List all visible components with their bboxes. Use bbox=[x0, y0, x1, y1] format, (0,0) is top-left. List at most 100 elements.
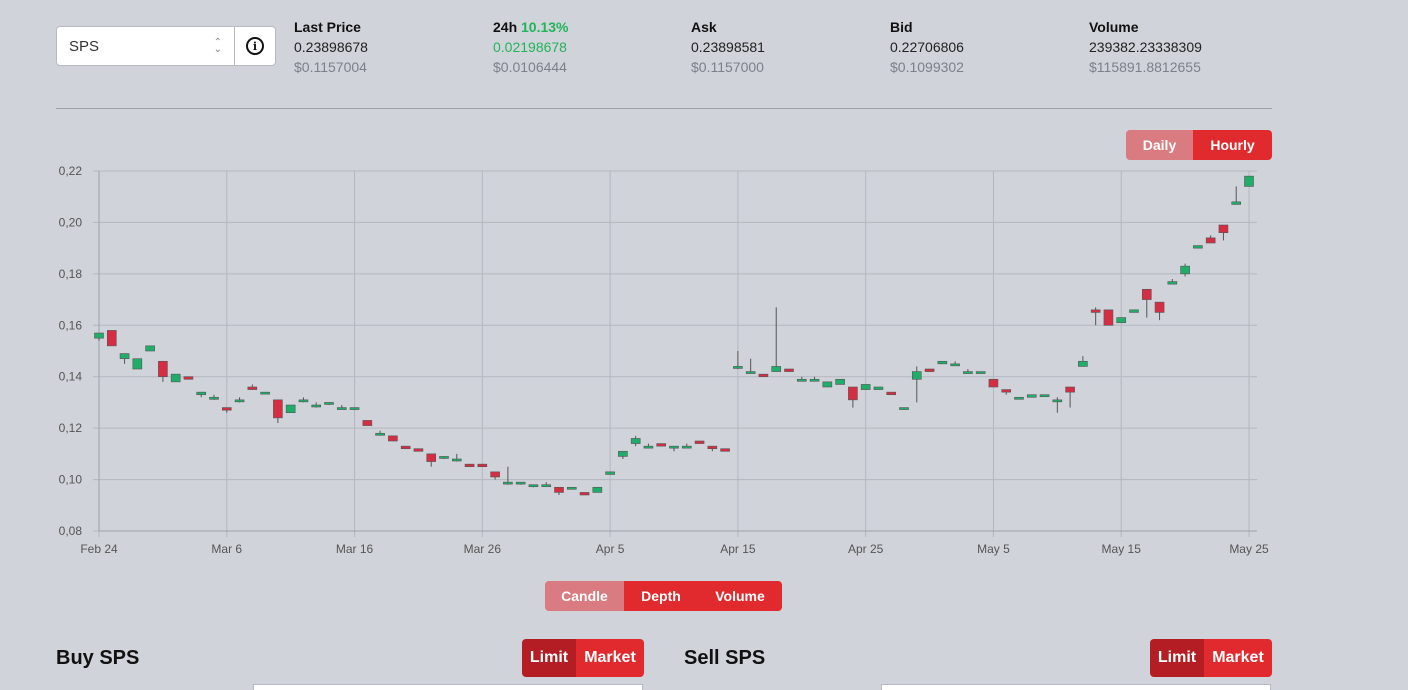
hourly-button[interactable]: Hourly bbox=[1193, 130, 1272, 160]
candle bbox=[566, 486, 577, 490]
candle bbox=[1078, 356, 1088, 367]
x-tick-label: May 5 bbox=[977, 542, 1010, 556]
candle bbox=[349, 407, 360, 411]
candle-body bbox=[937, 360, 948, 365]
candle-body bbox=[1167, 281, 1178, 285]
candle bbox=[656, 443, 667, 447]
y-tick-label: 0,22 bbox=[59, 164, 83, 178]
candle-body bbox=[1129, 309, 1139, 313]
candle-body bbox=[298, 399, 309, 403]
candle bbox=[809, 376, 820, 382]
tab-depth[interactable]: Depth bbox=[624, 581, 698, 611]
candle-body bbox=[145, 345, 155, 352]
token-select[interactable]: SPS ⌃ ⌄ bbox=[57, 27, 234, 65]
candle-body bbox=[1103, 309, 1114, 326]
stat-usd: $115891.8812655 bbox=[1089, 59, 1201, 75]
candle bbox=[835, 378, 845, 385]
x-tick-label: Apr 25 bbox=[848, 542, 884, 556]
token-selector[interactable]: SPS ⌃ ⌄ i bbox=[56, 26, 276, 66]
candle bbox=[643, 443, 654, 449]
candle-body bbox=[311, 404, 322, 408]
candle bbox=[221, 407, 232, 413]
candle bbox=[170, 373, 181, 383]
stat-usd: $0.1157000 bbox=[691, 59, 764, 75]
candle-body bbox=[975, 371, 986, 374]
candle bbox=[924, 368, 935, 372]
candle-body bbox=[886, 391, 897, 396]
candle bbox=[579, 492, 590, 496]
daily-button[interactable]: Daily bbox=[1126, 130, 1193, 160]
candle-body bbox=[758, 373, 769, 378]
candle-body bbox=[669, 445, 679, 449]
y-tick-label: 0,20 bbox=[59, 215, 83, 229]
stat-label: 24h bbox=[493, 19, 518, 35]
sell-form-input[interactable] bbox=[881, 684, 1271, 690]
candle bbox=[183, 376, 194, 380]
info-circle-icon: i bbox=[246, 37, 264, 55]
candle bbox=[1026, 394, 1037, 398]
candle bbox=[541, 482, 552, 488]
candle bbox=[503, 466, 513, 485]
candle-body bbox=[707, 445, 718, 450]
token-info-button[interactable]: i bbox=[234, 27, 275, 65]
candle bbox=[694, 440, 705, 444]
candle-body bbox=[260, 391, 270, 395]
candle-body bbox=[745, 371, 756, 374]
candle-body bbox=[1039, 394, 1050, 398]
candle bbox=[1103, 309, 1114, 326]
candle bbox=[937, 360, 948, 365]
candle bbox=[1039, 394, 1050, 398]
candle-body bbox=[1001, 389, 1012, 393]
candle-body bbox=[1052, 399, 1063, 403]
stat-label: Last Price bbox=[294, 19, 361, 35]
candle bbox=[1231, 186, 1242, 205]
candle bbox=[669, 445, 679, 452]
x-tick-label: Apr 5 bbox=[596, 542, 625, 556]
candle bbox=[336, 405, 347, 410]
candle bbox=[285, 404, 296, 414]
stat-volume: Volume 239382.23338309 $115891.8812655 bbox=[1089, 17, 1202, 77]
sell-limit-button[interactable]: Limit bbox=[1150, 639, 1204, 677]
buy-form-input[interactable] bbox=[253, 684, 643, 690]
candle-body bbox=[809, 378, 820, 382]
buy-limit-button[interactable]: Limit bbox=[522, 639, 576, 677]
y-tick-label: 0,10 bbox=[59, 473, 83, 487]
candle bbox=[1193, 245, 1203, 249]
candle-body bbox=[554, 486, 564, 493]
candle-body bbox=[720, 448, 730, 452]
stat-bid: Bid 0.22706806 $0.1099302 bbox=[890, 17, 964, 77]
candle bbox=[592, 486, 603, 493]
candle-body bbox=[209, 396, 219, 400]
candle bbox=[528, 484, 539, 488]
stat-value: 239382.23338309 bbox=[1089, 39, 1202, 55]
x-tick-label: Feb 24 bbox=[80, 542, 118, 556]
candle-body bbox=[950, 363, 960, 367]
candle-body bbox=[336, 407, 347, 410]
candle bbox=[1052, 397, 1063, 413]
candle bbox=[247, 384, 258, 390]
candle bbox=[311, 402, 322, 408]
y-tick-label: 0,16 bbox=[59, 318, 83, 332]
price-chart: 0,08 0,10 0,12 0,14 0,16 0,18 0,20 0,22 Feb 24 M… bbox=[59, 164, 1269, 556]
sell-market-button[interactable]: Market bbox=[1204, 639, 1272, 677]
candle-body bbox=[771, 366, 782, 372]
candle bbox=[975, 371, 986, 374]
candle-body bbox=[451, 458, 462, 462]
candle bbox=[1001, 389, 1012, 395]
tab-volume[interactable]: Volume bbox=[698, 581, 782, 611]
candle-body bbox=[630, 438, 641, 444]
buy-market-button[interactable]: Market bbox=[576, 639, 644, 677]
candle-body bbox=[1141, 288, 1152, 300]
candle-body bbox=[234, 399, 245, 403]
candle bbox=[886, 391, 897, 396]
x-tick-label: Mar 16 bbox=[336, 542, 374, 556]
stat-usd: $0.1157004 bbox=[294, 59, 367, 75]
y-tick-label: 0,08 bbox=[59, 524, 83, 538]
candle-body bbox=[1026, 394, 1037, 398]
candle-body bbox=[860, 384, 871, 390]
candle-body bbox=[899, 407, 909, 410]
candle bbox=[132, 358, 143, 370]
tab-candle[interactable]: Candle bbox=[545, 581, 624, 611]
candle-body bbox=[579, 492, 590, 496]
candle-body bbox=[273, 399, 283, 419]
